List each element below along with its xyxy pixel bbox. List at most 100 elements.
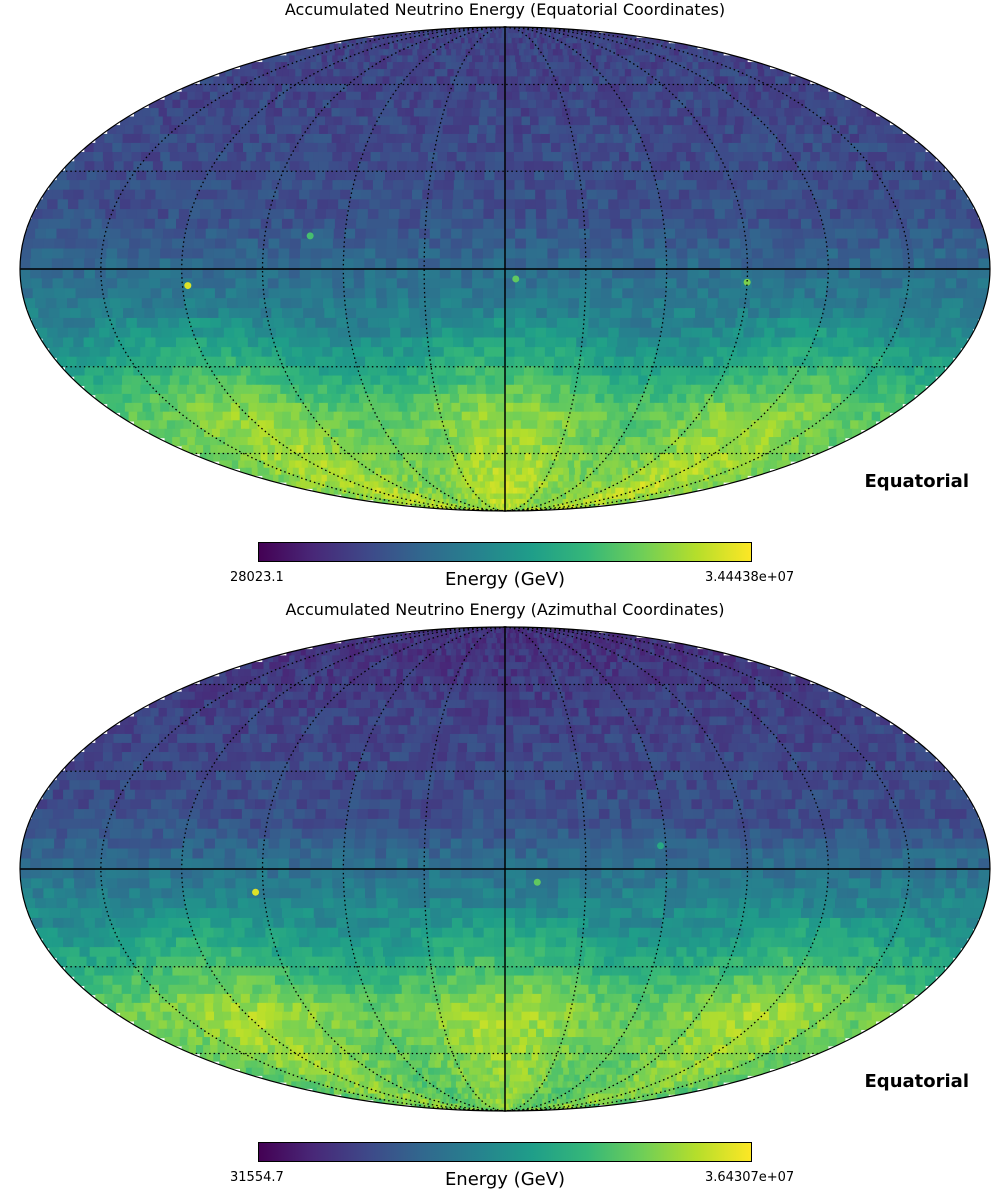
heatmap-cell bbox=[791, 83, 800, 93]
heatmap-cell bbox=[489, 37, 495, 45]
heatmap-cell bbox=[392, 481, 400, 489]
heatmap-cell bbox=[645, 37, 651, 45]
heatmap-cell bbox=[965, 288, 978, 300]
heatmap-cell bbox=[499, 55, 506, 64]
heatmap-cell bbox=[751, 69, 760, 78]
heatmap-cell bbox=[377, 428, 388, 439]
heatmap-cell bbox=[504, 356, 516, 368]
heatmap-cell bbox=[569, 384, 581, 396]
heatmap-cell bbox=[425, 99, 435, 110]
heatmap-cell bbox=[273, 116, 284, 127]
heatmap-cell bbox=[899, 327, 911, 339]
heatmap-cell bbox=[475, 33, 480, 40]
heatmap-cell bbox=[733, 83, 743, 93]
heatmap-cell bbox=[648, 337, 660, 349]
heatmap-cell bbox=[747, 180, 759, 191]
heatmap-cell bbox=[579, 142, 590, 154]
heatmap-cell bbox=[447, 460, 455, 469]
heatmap-cell bbox=[628, 474, 635, 483]
heatmap-cell bbox=[420, 209, 433, 221]
heatmap-cell bbox=[64, 288, 77, 300]
heatmap-cell bbox=[268, 238, 281, 250]
heatmap-cell bbox=[600, 238, 613, 250]
heatmap-cell bbox=[95, 393, 106, 405]
heatmap-cell bbox=[945, 209, 958, 221]
heatmap-cell bbox=[952, 298, 965, 310]
heatmap-cell bbox=[451, 33, 457, 40]
heatmap-cell bbox=[518, 33, 524, 40]
heatmap-cell bbox=[116, 170, 128, 182]
heatmap-cell bbox=[427, 375, 439, 386]
heatmap-cell bbox=[525, 199, 537, 211]
heatmap-cell bbox=[866, 125, 877, 136]
heatmap-cell bbox=[721, 452, 729, 462]
heatmap-cell bbox=[246, 83, 255, 93]
heatmap-cell bbox=[648, 189, 660, 201]
heatmap-cell bbox=[504, 161, 516, 172]
heatmap-cell bbox=[232, 108, 243, 118]
heatmap-cell bbox=[156, 428, 166, 439]
heatmap-cell bbox=[669, 49, 676, 57]
heatmap-cell bbox=[498, 29, 502, 35]
heatmap-cell bbox=[257, 125, 268, 136]
heatmap-cell bbox=[355, 487, 361, 495]
heatmap-cell bbox=[308, 384, 319, 396]
heatmap-cell bbox=[449, 393, 461, 405]
heatmap-cell bbox=[899, 228, 911, 240]
heatmap-cell bbox=[514, 180, 526, 191]
heatmap-cell bbox=[783, 460, 791, 469]
heatmap-cell bbox=[595, 37, 600, 45]
heatmap-cell bbox=[524, 452, 533, 462]
heatmap-cell bbox=[479, 460, 487, 469]
heatmap-cell bbox=[546, 317, 559, 329]
heatmap-cell bbox=[52, 248, 65, 260]
heatmap-cell bbox=[273, 474, 280, 483]
heatmap-cell bbox=[434, 55, 442, 64]
heatmap-cell bbox=[555, 37, 560, 45]
heatmap-cell bbox=[209, 91, 219, 101]
heatmap-cell bbox=[662, 43, 668, 51]
heatmap-cell bbox=[422, 420, 432, 430]
heatmap-cell bbox=[500, 29, 504, 35]
heatmap-cell bbox=[563, 62, 571, 71]
heatmap-cell bbox=[590, 278, 603, 290]
heatmap-cell bbox=[126, 356, 138, 368]
heatmap-cell bbox=[420, 142, 431, 154]
heatmap-cell bbox=[538, 43, 544, 51]
heatmap-cell bbox=[541, 29, 546, 35]
heatmap-cell bbox=[396, 460, 405, 469]
heatmap-cell bbox=[812, 337, 824, 349]
heatmap-cell bbox=[119, 199, 132, 211]
heatmap-cell bbox=[745, 209, 758, 221]
heatmap-cell bbox=[213, 125, 224, 136]
heatmap-cell bbox=[168, 317, 181, 329]
heatmap-cell bbox=[240, 133, 252, 145]
heatmap-cell bbox=[259, 228, 271, 240]
heatmap-cell bbox=[708, 288, 721, 300]
heatmap-cell bbox=[858, 108, 868, 118]
heatmap-cell bbox=[466, 29, 471, 35]
heatmap-cell bbox=[332, 278, 345, 290]
heatmap-cell bbox=[890, 238, 903, 250]
heatmap-cell bbox=[246, 445, 255, 455]
heatmap-cell bbox=[883, 402, 894, 413]
heatmap-cell bbox=[784, 420, 794, 430]
heatmap-cell bbox=[74, 152, 85, 163]
heatmap-cell bbox=[253, 76, 262, 86]
heatmap-cell bbox=[251, 347, 263, 358]
heatmap-cell bbox=[152, 366, 164, 377]
heatmap-cell bbox=[546, 209, 559, 221]
heatmap-cell bbox=[245, 356, 257, 368]
heatmap-cell bbox=[686, 62, 694, 71]
heatmap-cell bbox=[474, 347, 486, 358]
heatmap-cell bbox=[674, 62, 682, 71]
heatmap-cell bbox=[455, 49, 462, 57]
heatmap-cell bbox=[196, 411, 207, 422]
heatmap-cell bbox=[460, 460, 468, 469]
heatmap-cell bbox=[798, 317, 811, 329]
heatmap-cell bbox=[665, 238, 678, 250]
heatmap-cell bbox=[149, 133, 161, 145]
heatmap-cell bbox=[451, 467, 459, 476]
heatmap-cell bbox=[377, 69, 386, 78]
heatmap-cell bbox=[260, 366, 272, 377]
